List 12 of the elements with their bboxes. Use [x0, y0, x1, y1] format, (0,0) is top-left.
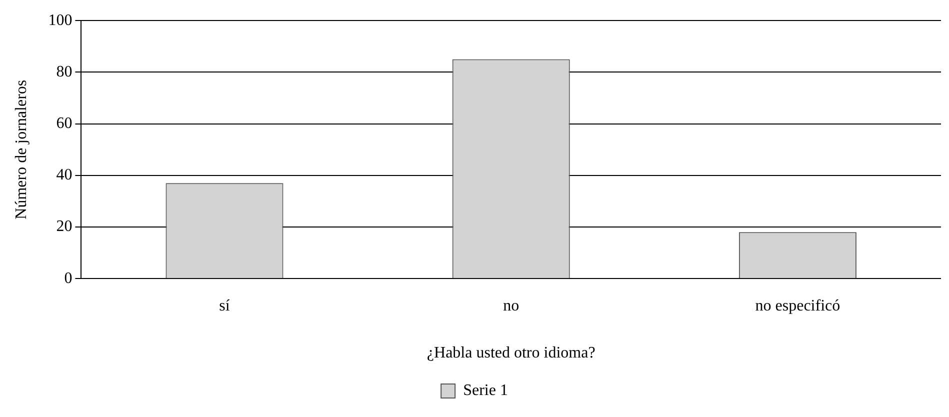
y-tick-label: 20: [56, 218, 72, 236]
y-tick-label: 40: [56, 166, 72, 184]
x-tick-label: no especificó: [755, 297, 840, 314]
y-axis-title: Número de jornaleros: [12, 80, 30, 220]
x-tick-label: sí: [219, 297, 230, 314]
y-tick-label: 60: [56, 115, 72, 132]
y-tick-label: 0: [64, 270, 72, 287]
legend-label: Serie 1: [463, 382, 508, 400]
y-tick-label: 80: [56, 63, 72, 80]
x-tick-label: no: [503, 297, 520, 314]
x-axis-title: ¿Habla usted otro idioma?: [426, 344, 596, 362]
y-tick-label: 100: [48, 12, 72, 29]
